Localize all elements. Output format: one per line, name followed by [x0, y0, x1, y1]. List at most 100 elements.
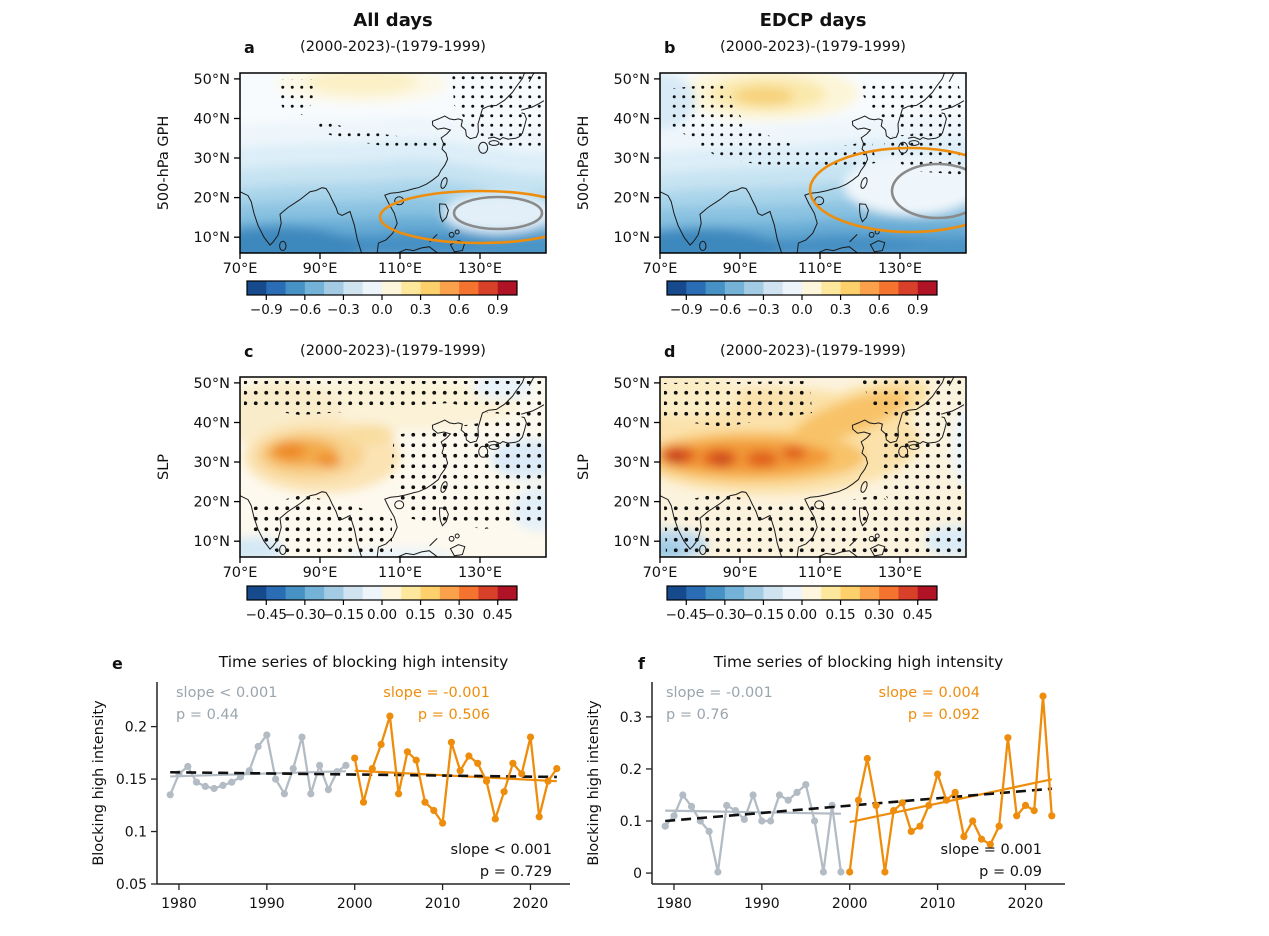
series-2000-2023	[353, 714, 558, 825]
panel-subtitle-b: (2000-2023)-(1979-1999)	[720, 39, 906, 55]
svg-text:0.6: 0.6	[448, 302, 469, 318]
anomaly-contour	[808, 146, 966, 234]
svg-text:2020: 2020	[513, 896, 549, 912]
svg-text:0: 0	[633, 866, 642, 882]
svg-text:50°N: 50°N	[193, 72, 230, 88]
svg-text:1980: 1980	[161, 896, 197, 912]
svg-text:−0.6: −0.6	[708, 302, 741, 318]
annotation-orange-trend-e: slope = -0.001 p = 0.506	[298, 682, 490, 726]
annotation-line: p = 0.44	[176, 707, 239, 723]
colorbar-slp-edcp-days: −0.45−0.30−0.15 0.00 0.15 0.30 0.45	[666, 585, 938, 623]
panel-label-f: f	[638, 654, 645, 673]
map-panel-c: 50°N 40°N 30°N 20°N 10°N 70°E 90°E 110°E 130°E	[193, 376, 547, 581]
timeseries-chart-f: 0 0.1 0.2 0.3 1980 1990 2000 2010 2020	[620, 682, 1065, 912]
panel-ylabel-f: Blocking high intensity	[586, 700, 602, 866]
annotation-line: slope < 0.001	[176, 685, 278, 701]
trend-all	[170, 770, 557, 779]
svg-text:0.15: 0.15	[826, 607, 856, 623]
annotation-line: slope = 0.001	[940, 842, 1042, 858]
svg-text:30°N: 30°N	[613, 455, 650, 471]
svg-text:0.30: 0.30	[864, 607, 894, 623]
panel-label-a: a	[244, 38, 255, 57]
annotation-line: p = 0.506	[417, 707, 490, 723]
timeseries-chart-e: 0.05 0.1 0.15 0.2 1980 1990 2000 2010 2020	[116, 682, 570, 912]
map-panel-a: 50°N 40°N 30°N 20°N 10°N 70°E 90°E 110°E 130°E	[193, 72, 547, 277]
trend-2000-2023	[849, 778, 1053, 824]
svg-text:0.0: 0.0	[371, 302, 392, 318]
panel-ylabel-c: SLP	[156, 453, 172, 481]
svg-text:90°E: 90°E	[723, 565, 758, 581]
svg-text:0.00: 0.00	[367, 607, 397, 623]
panel-ylabel-e: Blocking high intensity	[91, 700, 107, 866]
annotation-line: p = 0.729	[479, 864, 552, 880]
svg-text:1980: 1980	[656, 896, 692, 912]
annotation-line: p = 0.76	[666, 707, 729, 723]
svg-text:0.2: 0.2	[125, 720, 147, 736]
svg-text:1990: 1990	[249, 896, 285, 912]
anomaly-contour	[378, 189, 546, 245]
svg-text:70°E: 70°E	[223, 565, 258, 581]
svg-text:0.3: 0.3	[410, 302, 431, 318]
stippling-significance	[664, 381, 812, 427]
svg-text:0.3: 0.3	[830, 302, 851, 318]
svg-text:−0.6: −0.6	[288, 302, 321, 318]
stippling-significance	[314, 119, 446, 151]
svg-text:−0.9: −0.9	[250, 302, 283, 318]
svg-text:2000: 2000	[337, 896, 373, 912]
svg-text:40°N: 40°N	[613, 416, 650, 432]
stippling-significance	[388, 381, 542, 417]
svg-text:50°N: 50°N	[193, 376, 230, 392]
svg-text:70°E: 70°E	[223, 261, 258, 277]
svg-text:0.3: 0.3	[620, 710, 642, 726]
svg-text:10°N: 10°N	[613, 230, 650, 246]
stippling-significance	[856, 81, 966, 137]
svg-text:90°E: 90°E	[723, 261, 758, 277]
annotation-black-trend-e: slope < 0.001 p = 0.729	[360, 839, 552, 883]
svg-text:0.9: 0.9	[487, 302, 508, 318]
svg-text:70°E: 70°E	[643, 565, 678, 581]
svg-text:30°N: 30°N	[613, 151, 650, 167]
svg-text:0.05: 0.05	[116, 877, 147, 893]
svg-text:2020: 2020	[1008, 896, 1044, 912]
svg-text:−0.30: −0.30	[704, 607, 745, 623]
panel-title-e: Time series of blocking high intensity	[218, 653, 509, 671]
svg-text:50°N: 50°N	[613, 72, 650, 88]
svg-text:130°E: 130°E	[878, 565, 922, 581]
annotation-line: slope = -0.001	[666, 685, 773, 701]
colorbar-gph-all-days: −0.9 −0.6 −0.3 0.0 0.3 0.6 0.9	[246, 280, 518, 318]
svg-text:20°N: 20°N	[613, 495, 650, 511]
anomaly-contour	[890, 162, 966, 220]
stippling-significance	[244, 381, 388, 415]
svg-text:130°E: 130°E	[458, 565, 502, 581]
coastlines-icon	[240, 377, 545, 557]
map-panel-d: 50°N 40°N 30°N 20°N 10°N 70°E 90°E 110°E 130°E	[613, 376, 967, 581]
colorbar-slp-all-days: −0.45−0.30−0.15 0.00 0.15 0.30 0.45	[246, 585, 518, 623]
svg-text:0.00: 0.00	[787, 607, 817, 623]
svg-text:130°E: 130°E	[878, 261, 922, 277]
annotation-line: slope = 0.004	[878, 685, 980, 701]
svg-text:−0.15: −0.15	[323, 607, 364, 623]
panel-subtitle-a: (2000-2023)-(1979-1999)	[300, 39, 486, 55]
annotation-orange-trend-f: slope = 0.004 p = 0.092	[788, 682, 980, 726]
stippling-significance	[666, 83, 876, 171]
svg-text:0.2: 0.2	[620, 762, 642, 778]
svg-text:−0.3: −0.3	[747, 302, 780, 318]
svg-text:40°N: 40°N	[193, 112, 230, 128]
svg-text:0.6: 0.6	[868, 302, 889, 318]
svg-text:30°N: 30°N	[193, 455, 230, 471]
stippling-significance	[452, 73, 546, 149]
svg-text:0.1: 0.1	[125, 825, 147, 841]
svg-text:110°E: 110°E	[378, 261, 422, 277]
panel-label-c: c	[244, 342, 254, 361]
svg-text:0.45: 0.45	[903, 607, 933, 623]
svg-text:70°E: 70°E	[643, 261, 678, 277]
stippling-significance	[390, 419, 542, 529]
svg-text:−0.30: −0.30	[284, 607, 325, 623]
stippling-significance	[878, 427, 966, 529]
panel-label-b: b	[664, 38, 676, 57]
panel-title-f: Time series of blocking high intensity	[713, 653, 1004, 671]
panel-label-d: d	[664, 342, 676, 361]
annotation-black-trend-f: slope = 0.001 p = 0.09	[850, 839, 1042, 883]
map-panel-b: 50°N 40°N 30°N 20°N 10°N 70°E 90°E 110°E 130°E	[613, 72, 967, 277]
